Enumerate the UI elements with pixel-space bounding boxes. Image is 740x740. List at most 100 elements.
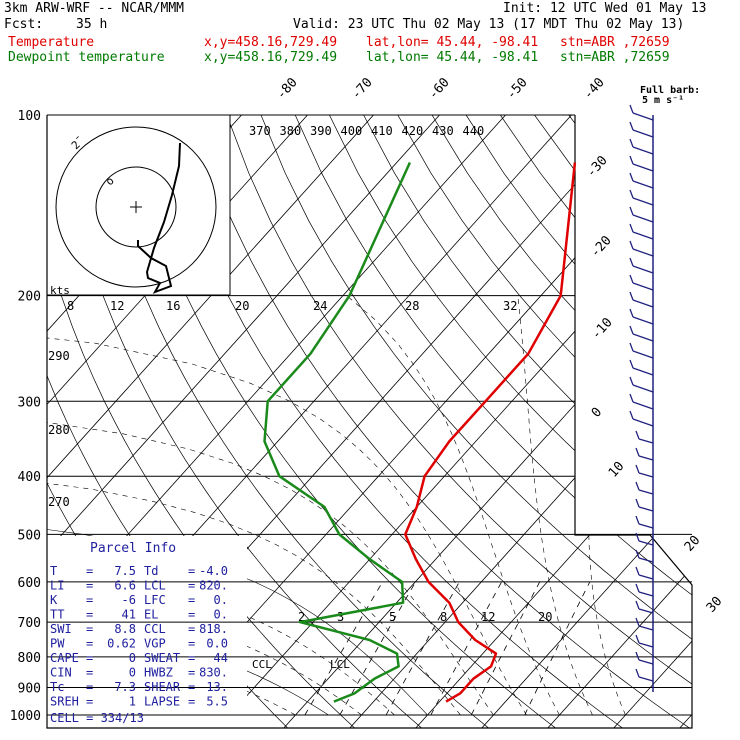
pressure-label: 300: [18, 395, 41, 410]
wind-barb-flag: [635, 634, 640, 644]
parcel-label: CCL: [144, 622, 166, 636]
wind-barb-flag: [635, 600, 640, 610]
parcel-value: 0: [129, 666, 136, 680]
theta-label: 390: [310, 124, 332, 138]
parcel-value: 1: [129, 695, 136, 709]
parcel-eq: =: [86, 622, 93, 636]
moist-adiabat: [47, 523, 395, 716]
parcel-info-title: Parcel Info: [90, 541, 176, 556]
theta-label: 440: [463, 124, 485, 138]
parcel-eq: =: [188, 695, 195, 709]
moist-adiabat: [517, 295, 593, 716]
wind-barb: [632, 350, 654, 359]
hodograph-ring: [95, 166, 177, 248]
moist-adiabat: [588, 295, 626, 716]
parcel-label: HWBZ: [144, 666, 173, 680]
hodograph-units: kts: [50, 284, 70, 297]
parcel-value: 0: [129, 651, 136, 665]
parcel-value: 830.: [199, 666, 228, 680]
theta-label: 430: [432, 124, 454, 138]
isotherm-line: [413, 115, 692, 728]
speed-label: 16: [166, 299, 180, 313]
parcel-eq: =: [86, 680, 93, 694]
dry-adiabat: [226, 115, 692, 728]
wind-barb: [632, 367, 654, 376]
pressure-label: 600: [18, 576, 41, 591]
parcel-eq: =: [188, 593, 195, 607]
parcel-value: 820.: [199, 579, 228, 593]
parcel-label: LCL: [144, 579, 166, 593]
wind-barb: [638, 523, 654, 529]
wind-barb-flag: [635, 498, 640, 508]
wind-barb: [638, 591, 654, 597]
isotherm-line: [47, 115, 445, 728]
wind-barb: [638, 438, 654, 444]
parcel-label: SHEAR: [144, 680, 181, 694]
wind-barb-flag: [629, 274, 634, 284]
ring-label: 280: [48, 423, 70, 437]
wind-barb-flag: [629, 308, 634, 318]
wind-barb-flag: [629, 257, 634, 267]
wind-barb-flag: [629, 359, 634, 369]
wind-barb: [638, 625, 654, 631]
parcel-eq: =: [86, 608, 93, 622]
wind-barb: [638, 489, 654, 495]
speed-label: 20: [235, 299, 249, 313]
wind-barb: [638, 557, 654, 563]
ccl-annotation: CCL: [252, 658, 272, 671]
pressure-label: 800: [18, 651, 41, 666]
isotherm-label: -20: [588, 233, 615, 260]
dry-adiabat: [294, 115, 692, 728]
wind-barb: [632, 316, 654, 325]
pressure-label: 500: [18, 528, 41, 543]
wind-barb-flag: [635, 447, 640, 457]
dry-adiabat: [431, 115, 692, 728]
wind-barb-flag: [629, 291, 634, 301]
speed-label: 8: [67, 299, 74, 313]
mixing-ratio-label: 20: [538, 610, 552, 624]
wind-barb-flag: [635, 617, 640, 627]
isotherm-line: [677, 115, 692, 728]
parcel-eq: =: [188, 637, 195, 651]
isotherm-label: -10: [589, 315, 616, 342]
wind-barb-flag: [629, 410, 634, 420]
dry-adiabat: [192, 115, 690, 728]
parcel-value: 6.6: [114, 579, 136, 593]
wind-barb: [632, 265, 654, 274]
valid-time: Valid: 23 UTC Thu 02 May 13 (17 MDT Thu …: [293, 17, 685, 32]
pressure-label: 700: [18, 616, 41, 631]
dewpoint-legend-label: Dewpoint temperature: [8, 50, 165, 65]
mixing-ratio-line: [339, 581, 417, 716]
parcel-value: 0.0: [206, 637, 228, 651]
parcel-value: 8.8: [114, 622, 136, 636]
dry-adiabat: [89, 115, 489, 728]
wind-barb: [638, 659, 654, 665]
mixing-ratio-line: [304, 581, 383, 716]
parcel-eq: =: [188, 651, 195, 665]
parcel-eq: =: [86, 579, 93, 593]
parcel-eq: =: [86, 651, 93, 665]
isotherm-line: [47, 115, 511, 728]
wind-barb-flag: [635, 464, 640, 474]
parcel-label: PW: [50, 637, 65, 651]
parcel-value: 0.: [214, 593, 228, 607]
parcel-label: EL: [144, 608, 158, 622]
wind-barb-flag: [635, 481, 640, 491]
parcel-eq: =: [188, 680, 195, 694]
temperature-latlon: lat,lon= 45.44, -98.41: [366, 35, 539, 50]
dry-adiabat: [363, 115, 692, 728]
parcel-value: 818.: [199, 622, 228, 636]
wind-barb-flag: [635, 566, 640, 576]
wind-barb-flag: [629, 121, 634, 131]
dry-adiabat: [705, 115, 740, 728]
temperature-profile: [404, 162, 577, 703]
parcel-label: SWEAT: [144, 651, 180, 665]
wind-barb: [632, 384, 654, 393]
parcel-cell: CELL = 334/13: [50, 711, 144, 725]
parcel-label: LI: [50, 579, 64, 593]
wind-barb: [638, 540, 654, 546]
hodograph-trace: [137, 142, 181, 294]
wind-barb-flag: [635, 430, 640, 440]
wind-barb: [632, 197, 654, 206]
